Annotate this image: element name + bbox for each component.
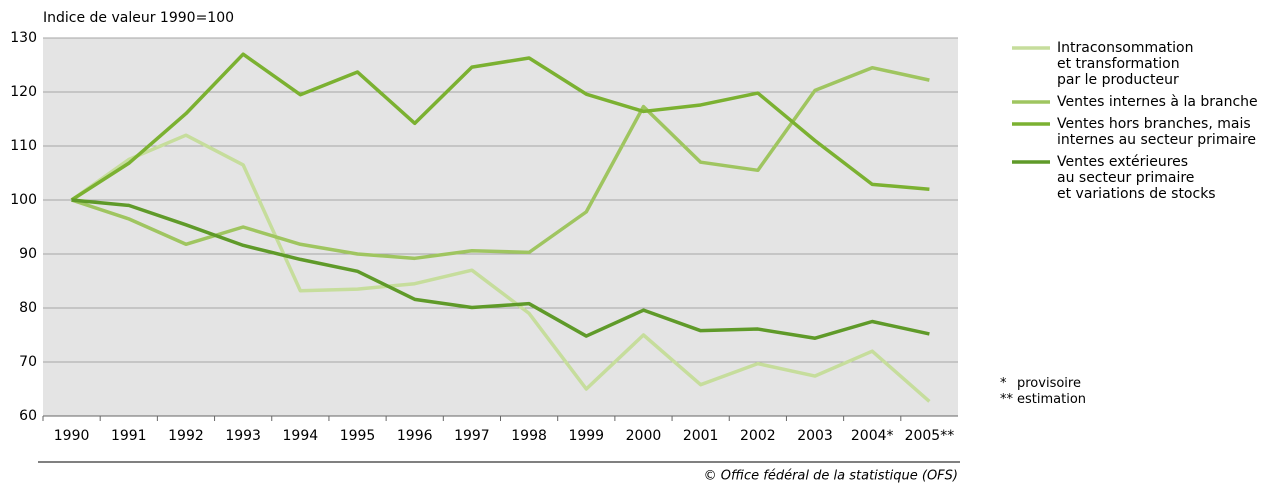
x-tick-label: 1997: [454, 428, 490, 444]
note-symbol: **: [1000, 392, 1013, 407]
x-tick-label: 1990: [54, 428, 90, 444]
y-tick-label: 70: [19, 354, 37, 370]
x-tick-label: 2003: [797, 428, 833, 444]
legend-label: Ventes internes à la branche: [1057, 94, 1258, 110]
series-line: [70, 133, 931, 403]
y-tick-label: 130: [10, 30, 37, 46]
x-tick-label: 1994: [283, 428, 319, 444]
y-tick-label: 60: [19, 408, 37, 424]
x-tick-label: 1998: [511, 428, 547, 444]
legend-label: Intraconsommation et transformation par …: [1057, 40, 1194, 88]
note-text: estimation: [1017, 392, 1087, 407]
x-tick-label: 2004*: [851, 428, 894, 444]
note-text: provisoire: [1017, 376, 1081, 391]
y-tick-label: 80: [19, 300, 37, 316]
x-tick-label: 2000: [626, 428, 662, 444]
plot-area: [43, 38, 958, 416]
x-tick-label: 2001: [683, 428, 719, 444]
x-tick-label: 1991: [111, 428, 147, 444]
x-tick-label: 2005**: [905, 428, 955, 444]
note-symbol: *: [1000, 376, 1007, 391]
y-tick-label: 110: [10, 138, 37, 154]
x-tick-label: 2002: [740, 428, 776, 444]
y-tick-label: 90: [19, 246, 37, 262]
source: © Office fédéral de la statistique (OFS): [704, 469, 958, 484]
y-axis-label: Indice de valeur 1990=100: [43, 10, 234, 26]
x-tick-label: 1993: [225, 428, 261, 444]
series-line: [71, 198, 930, 340]
y-tick-label: 120: [10, 84, 37, 100]
x-tick-label: 1996: [397, 428, 433, 444]
y-tick-label: 100: [10, 192, 37, 208]
x-tick-label: 1999: [568, 428, 604, 444]
x-tick-label: 1992: [168, 428, 204, 444]
series-line: [70, 52, 930, 202]
legend-label: Ventes hors branches, mais internes au s…: [1057, 116, 1256, 148]
x-tick-label: 1995: [340, 428, 376, 444]
legend-label: Ventes extérieures au secteur primaire e…: [1057, 154, 1216, 202]
